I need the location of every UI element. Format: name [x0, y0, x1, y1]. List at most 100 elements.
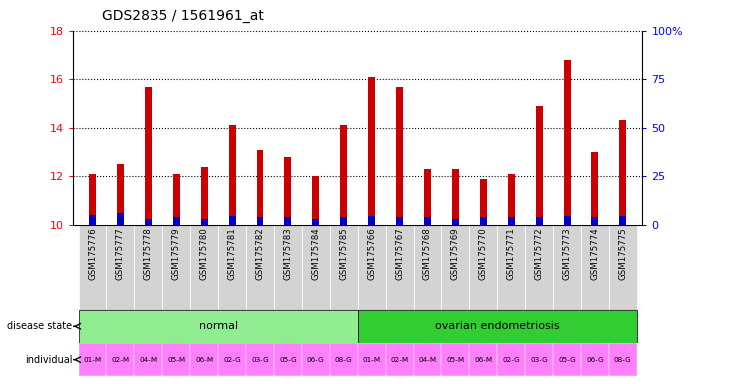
Bar [553, 343, 581, 376]
Text: GSM175783: GSM175783 [283, 227, 293, 280]
Bar [525, 343, 553, 376]
Bar [497, 343, 525, 376]
Bar [312, 176, 319, 225]
Bar [191, 343, 218, 376]
Bar [591, 152, 599, 225]
Bar [442, 343, 469, 376]
Text: 04-M: 04-M [418, 357, 437, 362]
Bar [134, 343, 162, 376]
Text: GSM175773: GSM175773 [563, 227, 572, 280]
Text: GSM175778: GSM175778 [144, 227, 153, 280]
Bar [228, 125, 236, 225]
Bar [497, 225, 525, 310]
Bar [591, 217, 599, 225]
Text: GSM175782: GSM175782 [255, 227, 264, 280]
Bar [469, 343, 497, 376]
Text: GSM175766: GSM175766 [367, 227, 376, 280]
Text: individual: individual [25, 355, 72, 365]
Text: GSM175767: GSM175767 [395, 227, 404, 280]
Text: 06-M: 06-M [195, 357, 213, 362]
Text: GSM175781: GSM175781 [228, 227, 237, 280]
Bar [256, 149, 264, 225]
Text: 05-G: 05-G [279, 357, 297, 362]
Bar [424, 217, 431, 225]
Text: GSM175775: GSM175775 [618, 227, 627, 280]
Bar [117, 213, 124, 225]
Text: GSM175784: GSM175784 [311, 227, 320, 280]
Bar [274, 343, 302, 376]
Bar [134, 225, 162, 310]
Text: 02-M: 02-M [112, 357, 129, 362]
Text: 03-G: 03-G [530, 357, 548, 362]
Text: GSM175776: GSM175776 [88, 227, 97, 280]
Bar [79, 343, 107, 376]
Bar [581, 343, 609, 376]
Bar [246, 343, 274, 376]
Bar [358, 225, 385, 310]
Bar [302, 343, 330, 376]
Text: GSM175770: GSM175770 [479, 227, 488, 280]
Bar [452, 169, 459, 225]
Bar [89, 174, 96, 225]
Text: 06-G: 06-G [307, 357, 325, 362]
Text: 06-G: 06-G [586, 357, 604, 362]
Bar [358, 343, 385, 376]
Bar [536, 106, 542, 225]
Bar [469, 225, 497, 310]
Bar [285, 217, 291, 225]
Text: GSM175772: GSM175772 [534, 227, 544, 280]
Text: 01-M: 01-M [363, 357, 381, 362]
Bar [145, 86, 152, 225]
Bar [173, 217, 180, 225]
Text: 05-M: 05-M [446, 357, 464, 362]
Text: 01-M: 01-M [83, 357, 101, 362]
Bar [508, 174, 515, 225]
Text: disease state: disease state [7, 321, 72, 331]
Text: 02-G: 02-G [502, 357, 520, 362]
Bar [396, 86, 403, 225]
Bar [442, 225, 469, 310]
Bar [358, 310, 637, 343]
Bar [285, 157, 291, 225]
Text: 02-G: 02-G [223, 357, 241, 362]
Bar [79, 225, 107, 310]
Bar [480, 217, 487, 225]
Bar [89, 215, 96, 225]
Bar [424, 169, 431, 225]
Bar [385, 343, 413, 376]
Bar [256, 217, 264, 225]
Bar [396, 217, 403, 225]
Bar [201, 218, 207, 225]
Text: 02-M: 02-M [391, 357, 409, 362]
Bar [173, 174, 180, 225]
Bar [609, 225, 637, 310]
Text: 06-M: 06-M [474, 357, 492, 362]
Bar [145, 218, 152, 225]
Bar [619, 121, 626, 225]
Bar [218, 225, 246, 310]
Bar [312, 218, 319, 225]
Text: GSM175779: GSM175779 [172, 227, 181, 280]
Bar [330, 343, 358, 376]
Text: 08-G: 08-G [614, 357, 631, 362]
Bar [162, 225, 191, 310]
Bar [107, 343, 134, 376]
Bar [107, 225, 134, 310]
Bar [413, 225, 442, 310]
Bar [480, 179, 487, 225]
Bar [302, 225, 330, 310]
Bar [201, 167, 207, 225]
Text: GSM175768: GSM175768 [423, 227, 432, 280]
Bar [246, 225, 274, 310]
Bar [330, 225, 358, 310]
Text: GSM175777: GSM175777 [116, 227, 125, 280]
Bar [564, 60, 571, 225]
Text: 03-G: 03-G [251, 357, 269, 362]
Bar [564, 216, 571, 225]
Bar [191, 225, 218, 310]
Text: 04-M: 04-M [139, 357, 158, 362]
Bar [228, 216, 236, 225]
Bar [581, 225, 609, 310]
Text: GSM175785: GSM175785 [339, 227, 348, 280]
Bar [452, 218, 459, 225]
